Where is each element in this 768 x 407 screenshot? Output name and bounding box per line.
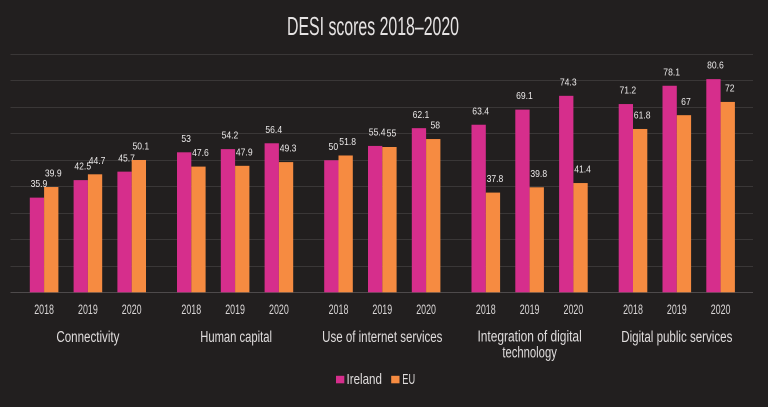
svg-text:39.8: 39.8 — [530, 169, 547, 180]
svg-text:80.6: 80.6 — [707, 61, 724, 72]
svg-text:2018: 2018 — [181, 302, 201, 317]
svg-text:61.8: 61.8 — [634, 111, 651, 122]
svg-text:2019: 2019 — [225, 302, 245, 317]
svg-text:2020: 2020 — [564, 302, 584, 317]
svg-text:67: 67 — [681, 97, 691, 108]
svg-text:Ireland: Ireland — [347, 372, 382, 388]
svg-text:technology: technology — [502, 345, 557, 362]
svg-text:50: 50 — [329, 142, 339, 153]
svg-text:Connectivity: Connectivity — [56, 329, 119, 346]
svg-text:2018: 2018 — [34, 302, 54, 317]
svg-text:DESI scores 2018–2020: DESI scores 2018–2020 — [287, 13, 459, 41]
svg-text:44.7: 44.7 — [89, 156, 106, 167]
svg-text:2020: 2020 — [416, 302, 436, 317]
svg-text:2018: 2018 — [329, 302, 349, 317]
svg-text:51.8: 51.8 — [339, 137, 356, 148]
svg-text:39.9: 39.9 — [45, 169, 62, 180]
svg-text:37.8: 37.8 — [487, 174, 504, 185]
svg-text:2019: 2019 — [372, 302, 392, 317]
svg-text:55.4: 55.4 — [369, 128, 386, 139]
svg-text:55: 55 — [387, 129, 397, 140]
svg-text:35.9: 35.9 — [31, 179, 48, 190]
svg-text:2018: 2018 — [623, 302, 643, 317]
svg-text:78.1: 78.1 — [663, 67, 680, 78]
svg-text:41.4: 41.4 — [574, 165, 591, 176]
svg-text:56.4: 56.4 — [265, 125, 282, 136]
svg-text:Integration of digital: Integration of digital — [477, 328, 581, 345]
svg-text:71.2: 71.2 — [620, 86, 637, 97]
svg-text:Digital public services: Digital public services — [621, 329, 732, 346]
svg-text:42.5: 42.5 — [74, 162, 91, 173]
svg-text:Human capital: Human capital — [200, 329, 272, 346]
svg-text:2019: 2019 — [520, 302, 540, 317]
svg-text:58: 58 — [430, 121, 440, 132]
svg-text:49.3: 49.3 — [280, 144, 297, 155]
svg-text:2020: 2020 — [122, 302, 142, 317]
svg-text:53: 53 — [181, 134, 191, 145]
svg-text:50.1: 50.1 — [133, 142, 150, 153]
svg-text:2019: 2019 — [667, 302, 687, 317]
svg-text:72: 72 — [725, 84, 735, 95]
svg-text:69.1: 69.1 — [516, 91, 533, 102]
svg-text:74.3: 74.3 — [560, 77, 577, 88]
svg-text:2019: 2019 — [78, 302, 98, 317]
svg-text:47.6: 47.6 — [192, 148, 209, 159]
svg-text:63.4: 63.4 — [472, 106, 489, 117]
svg-text:47.9: 47.9 — [236, 147, 253, 158]
svg-text:2018: 2018 — [476, 302, 496, 317]
svg-text:2020: 2020 — [711, 302, 731, 317]
svg-text:45.7: 45.7 — [118, 153, 135, 164]
svg-text:62.1: 62.1 — [413, 110, 430, 121]
svg-text:2020: 2020 — [269, 302, 289, 317]
svg-text:EU: EU — [402, 372, 415, 388]
svg-text:Use of internet services: Use of internet services — [322, 329, 443, 346]
svg-text:54.2: 54.2 — [222, 131, 239, 142]
